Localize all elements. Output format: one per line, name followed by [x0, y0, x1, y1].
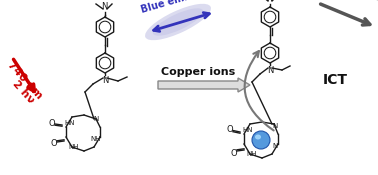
Text: N: N — [266, 0, 272, 3]
Text: O: O — [49, 118, 55, 128]
Text: N: N — [101, 2, 107, 11]
Text: N: N — [267, 66, 273, 75]
Text: N: N — [273, 143, 277, 149]
Text: Copper ions: Copper ions — [161, 67, 235, 77]
Ellipse shape — [145, 4, 211, 40]
Text: NH: NH — [91, 136, 101, 142]
Text: N: N — [102, 76, 108, 85]
Text: O: O — [227, 124, 233, 134]
FancyArrow shape — [158, 78, 250, 92]
Text: O: O — [51, 139, 57, 149]
Text: N: N — [93, 116, 99, 122]
Text: N: N — [273, 123, 277, 129]
Text: nonfluorescent: nonfluorescent — [314, 0, 378, 7]
Text: HN: HN — [243, 127, 253, 133]
Text: O: O — [231, 149, 237, 159]
Text: NH: NH — [69, 144, 79, 150]
Text: Blue emission: Blue emission — [140, 0, 216, 15]
Text: ICT: ICT — [322, 73, 347, 87]
Ellipse shape — [153, 8, 203, 36]
Text: 740 nm: 740 nm — [6, 60, 45, 101]
Text: NH: NH — [247, 151, 257, 157]
Text: 2 hν: 2 hν — [11, 79, 37, 106]
Text: HN: HN — [65, 120, 75, 126]
Ellipse shape — [255, 135, 261, 139]
Circle shape — [252, 131, 270, 149]
